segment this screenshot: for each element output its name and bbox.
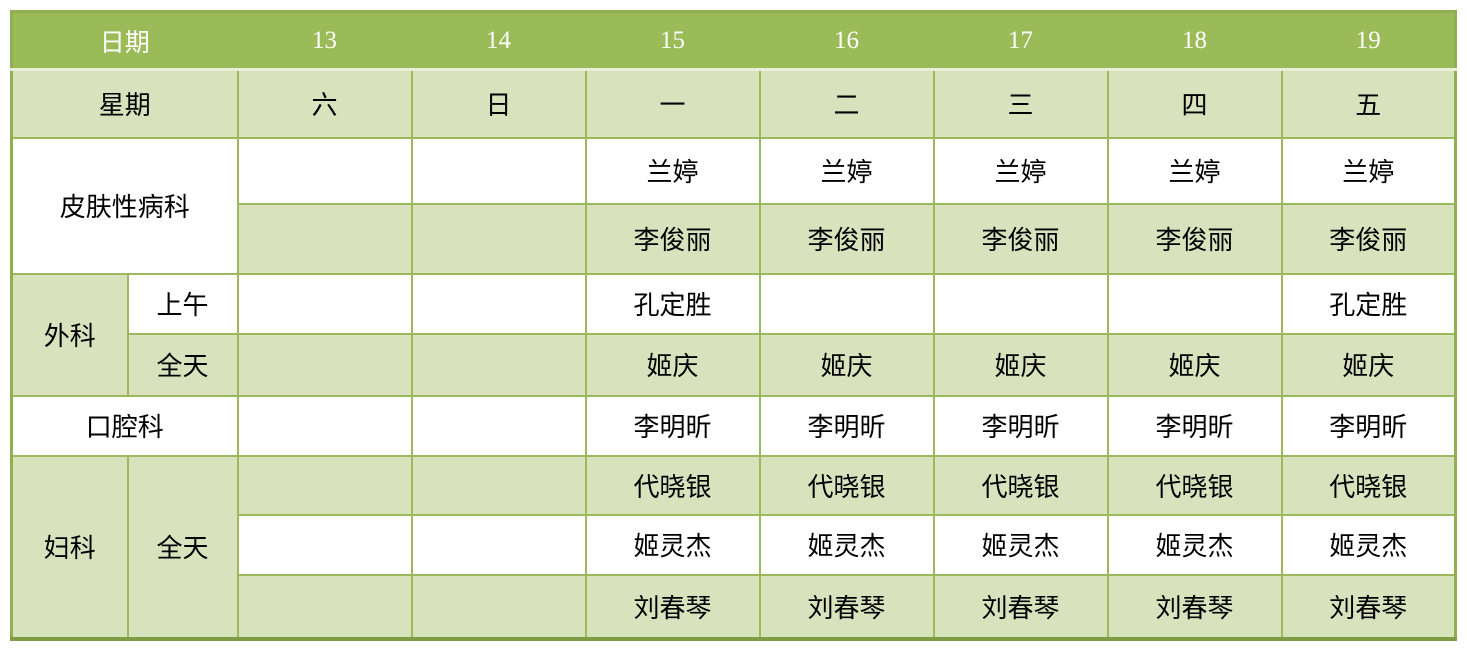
dept-cell-dental: 口腔科: [10, 394, 239, 457]
schedule-cell: 姬灵杰: [584, 513, 761, 576]
schedule-cell: [410, 394, 587, 457]
schedule-cell: 姬灵杰: [932, 513, 1109, 576]
time-cell-allday: 全天: [126, 454, 239, 640]
schedule-cell: 兰婷: [758, 136, 935, 205]
schedule-cell: 姬庆: [758, 332, 935, 397]
schedule-cell: 代晓银: [1106, 454, 1283, 516]
schedule-cell: 兰婷: [932, 136, 1109, 205]
schedule-cell: 李明昕: [932, 394, 1109, 457]
schedule-cell: [236, 513, 413, 576]
schedule-cell: [410, 332, 587, 397]
schedule-cell: [236, 202, 413, 275]
weekday-cell-mon: 一: [584, 68, 761, 139]
schedule-cell: 刘春琴: [1280, 573, 1457, 640]
schedule-cell: [236, 454, 413, 516]
weekday-cell-tue: 二: [758, 68, 935, 139]
schedule-cell: 代晓银: [1280, 454, 1457, 516]
table-row-surgery-allday: 全天 姬庆 姬庆 姬庆 姬庆 姬庆: [12, 332, 1457, 397]
schedule-cell: [1106, 272, 1283, 335]
schedule-cell: 兰婷: [1106, 136, 1283, 205]
weekday-cell-wed: 三: [932, 68, 1109, 139]
schedule-cell: 李明昕: [1280, 394, 1457, 457]
table-row-date-header: 日期 13 14 15 16 17 18 19: [10, 10, 1457, 71]
schedule-cell: 代晓银: [932, 454, 1109, 516]
schedule-cell: 孔定胜: [1280, 272, 1457, 335]
table-row-dental: 口腔科 李明昕 李明昕 李明昕 李明昕 李明昕: [10, 394, 1457, 457]
schedule-cell: [236, 136, 413, 205]
table-row-dermatology-1: 皮肤性病科 兰婷 兰婷 兰婷 兰婷 兰婷: [10, 136, 1457, 275]
weekday-cell-fri: 五: [1280, 68, 1457, 139]
schedule-cell: [410, 202, 587, 275]
schedule-cell: 姬庆: [1106, 332, 1283, 397]
date-header-label: 日期: [10, 10, 239, 71]
date-cell-17: 17: [932, 10, 1109, 71]
schedule-cell: 李俊丽: [758, 202, 935, 275]
duty-schedule-table: 日期 13 14 15 16 17 18 19 星期 六 日 一 二 三 四 五…: [10, 10, 1458, 641]
date-cell-14: 14: [410, 10, 587, 71]
table-row-dermatology-2: 李俊丽 李俊丽 李俊丽 李俊丽 李俊丽: [12, 202, 1457, 275]
date-cell-13: 13: [236, 10, 413, 71]
schedule-cell: 兰婷: [584, 136, 761, 205]
date-cell-15: 15: [584, 10, 761, 71]
schedule-cell: 姬灵杰: [758, 513, 935, 576]
schedule-cell: 李明昕: [758, 394, 935, 457]
schedule-cell: [410, 513, 587, 576]
table-row-gynecology-3: 刘春琴 刘春琴 刘春琴 刘春琴 刘春琴: [12, 573, 1457, 640]
schedule-cell: 代晓银: [584, 454, 761, 516]
schedule-cell: [236, 332, 413, 397]
schedule-cell: 代晓银: [758, 454, 935, 516]
schedule-cell: [932, 272, 1109, 335]
schedule-cell: 姬庆: [932, 332, 1109, 397]
schedule-cell: 李俊丽: [1106, 202, 1283, 275]
schedule-cell: 姬灵杰: [1106, 513, 1283, 576]
date-cell-18: 18: [1106, 10, 1283, 71]
schedule-cell: 刘春琴: [1106, 573, 1283, 640]
schedule-cell: [236, 272, 413, 335]
schedule-cell: [236, 573, 413, 640]
schedule-cell: 孔定胜: [584, 272, 761, 335]
schedule-cell: [236, 394, 413, 457]
schedule-cell: 刘春琴: [932, 573, 1109, 640]
dept-cell-dermatology: 皮肤性病科: [10, 136, 239, 275]
schedule-cell: 李明昕: [1106, 394, 1283, 457]
schedule-cell: 李俊丽: [1280, 202, 1457, 275]
schedule-cell: [410, 573, 587, 640]
date-cell-19: 19: [1280, 10, 1457, 71]
table-row-gynecology-2: 姬灵杰 姬灵杰 姬灵杰 姬灵杰 姬灵杰: [12, 513, 1457, 576]
schedule-cell: [410, 272, 587, 335]
dept-cell-gynecology: 妇科: [10, 454, 129, 640]
schedule-cell: [410, 454, 587, 516]
schedule-cell: [410, 136, 587, 205]
weekday-cell-sun: 日: [410, 68, 587, 139]
schedule-cell: 姬庆: [584, 332, 761, 397]
weekday-cell-sat: 六: [236, 68, 413, 139]
schedule-cell: 刘春琴: [758, 573, 935, 640]
schedule-cell: 姬灵杰: [1280, 513, 1457, 576]
schedule-cell: 李明昕: [584, 394, 761, 457]
schedule-cell: 姬庆: [1280, 332, 1457, 397]
schedule-cell: [758, 272, 935, 335]
table-row-gynecology-1: 妇科 全天 代晓银 代晓银 代晓银 代晓银 代晓银: [10, 454, 1457, 640]
schedule-cell: 刘春琴: [584, 573, 761, 640]
date-cell-16: 16: [758, 10, 935, 71]
weekday-cell-thu: 四: [1106, 68, 1283, 139]
time-cell-morning: 上午: [126, 272, 239, 335]
table-row-surgery-morning: 外科 上午 孔定胜 孔定胜: [10, 272, 1457, 397]
dept-cell-surgery: 外科: [10, 272, 129, 397]
table-row-weekday-header: 星期 六 日 一 二 三 四 五: [10, 68, 1457, 139]
schedule-cell: 李俊丽: [932, 202, 1109, 275]
schedule-cell: 兰婷: [1280, 136, 1457, 205]
time-cell-allday: 全天: [126, 332, 239, 397]
weekday-header-label: 星期: [10, 68, 239, 139]
schedule-cell: 李俊丽: [584, 202, 761, 275]
